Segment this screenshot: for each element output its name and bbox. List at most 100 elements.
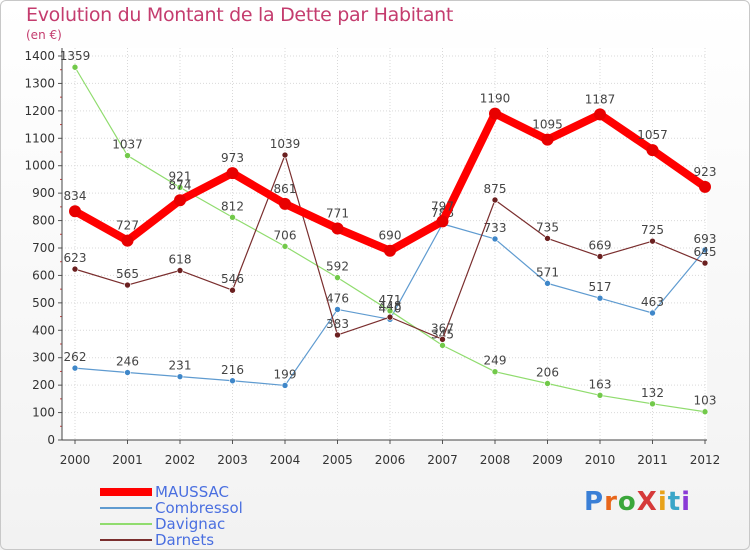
- y-tick-label: 300: [32, 351, 55, 365]
- data-label-davignac: 921: [169, 169, 192, 183]
- x-tick-label: 2006: [375, 453, 406, 467]
- data-label-maussac: 727: [116, 219, 139, 233]
- data-label-darnets: 565: [116, 267, 139, 281]
- data-label-combressol: 231: [169, 359, 192, 373]
- data-label-darnets: 383: [326, 317, 349, 331]
- data-label-darnets: 448: [379, 299, 402, 313]
- data-point-darnets: [649, 237, 656, 245]
- data-label-combressol: 262: [64, 350, 87, 364]
- data-point-combressol: [334, 306, 341, 313]
- x-tick-label: 2002: [165, 453, 196, 467]
- data-label-davignac: 206: [536, 365, 559, 379]
- data-point-davignac: [596, 391, 604, 399]
- logo-letter: P: [584, 487, 605, 517]
- data-point-davignac: [649, 400, 656, 408]
- x-tick-label: 2010: [585, 453, 616, 467]
- data-label-maussac: 797: [431, 199, 454, 213]
- legend-swatch: [100, 507, 152, 509]
- data-point-combressol: [491, 235, 499, 243]
- data-label-darnets: 645: [694, 245, 717, 259]
- logo-letter: r: [604, 487, 618, 517]
- data-label-maussac: 1095: [532, 118, 563, 132]
- data-label-darnets: 725: [641, 223, 664, 237]
- legend-swatch: [100, 523, 152, 525]
- data-label-davignac: 1359: [60, 49, 91, 63]
- x-tick-label: 2008: [480, 453, 511, 467]
- data-point-davignac: [491, 368, 499, 376]
- data-label-darnets: 669: [589, 239, 612, 253]
- y-tick-label: 700: [32, 241, 55, 255]
- data-point-davignac: [229, 213, 236, 221]
- logo-letter: t: [667, 487, 682, 517]
- data-point-maussac: [121, 234, 134, 247]
- data-label-maussac: 834: [64, 189, 87, 203]
- data-point-maussac: [331, 222, 344, 235]
- data-point-maussac: [436, 215, 449, 228]
- data-label-maussac: 874: [169, 178, 192, 192]
- data-label-maussac: 1057: [637, 128, 668, 142]
- y-tick-label: 900: [32, 186, 55, 200]
- data-point-combressol: [596, 294, 604, 302]
- data-point-davignac: [701, 408, 709, 416]
- data-label-darnets: 623: [64, 251, 87, 265]
- data-label-combressol: 571: [536, 265, 559, 279]
- y-tick-label: 1200: [24, 104, 55, 118]
- x-tick-label: 2012: [690, 453, 721, 467]
- chart-title: Evolution du Montant de la Dette par Hab…: [26, 4, 454, 26]
- legend-label: Davignac: [155, 515, 226, 533]
- x-tick-label: 2009: [532, 453, 563, 467]
- y-tick-label: 0: [47, 433, 55, 447]
- x-tick-label: 2007: [427, 453, 458, 467]
- data-point-combressol: [701, 246, 709, 254]
- data-point-davignac: [124, 152, 131, 159]
- data-point-darnets: [386, 313, 394, 321]
- data-label-maussac: 973: [221, 151, 244, 165]
- data-point-davignac: [176, 184, 184, 191]
- logo-letter: o: [617, 487, 637, 517]
- data-point-darnets: [176, 267, 184, 274]
- data-label-davignac: 592: [326, 260, 349, 274]
- data-point-darnets: [229, 286, 236, 294]
- data-label-davignac: 706: [274, 228, 297, 242]
- data-point-combressol: [229, 377, 236, 385]
- data-point-maussac: [594, 108, 606, 121]
- data-point-darnets: [439, 336, 446, 343]
- data-label-combressol: 246: [116, 355, 139, 369]
- x-tick-label: 2011: [637, 453, 668, 467]
- data-point-maussac: [226, 167, 239, 180]
- data-point-darnets: [334, 331, 341, 339]
- data-point-combressol: [124, 369, 131, 376]
- data-point-maussac: [384, 244, 396, 257]
- data-point-combressol: [544, 280, 551, 287]
- data-point-darnets: [124, 281, 131, 289]
- data-point-combressol: [176, 373, 184, 380]
- data-label-davignac: 249: [484, 354, 507, 368]
- data-label-combressol: 463: [641, 295, 664, 309]
- data-point-maussac: [279, 197, 291, 210]
- data-point-davignac: [439, 342, 446, 349]
- data-point-darnets: [281, 151, 289, 159]
- x-tick-label: 2004: [270, 453, 301, 467]
- y-tick-label: 1400: [24, 49, 55, 63]
- data-label-darnets: 367: [431, 321, 454, 335]
- data-point-darnets: [701, 259, 709, 267]
- data-point-combressol: [281, 382, 289, 389]
- y-tick-label: 800: [32, 214, 55, 228]
- logo-letter: i: [681, 487, 692, 517]
- legend-label: Darnets: [155, 531, 215, 549]
- data-point-darnets: [596, 253, 604, 260]
- legend-swatch: [100, 539, 152, 541]
- data-label-maussac: 861: [274, 182, 297, 196]
- legend-label: Combressol: [155, 499, 243, 517]
- logo-letter: i: [657, 487, 668, 517]
- y-tick-label: 200: [32, 378, 55, 392]
- data-point-darnets: [491, 196, 499, 204]
- data-point-davignac: [281, 243, 289, 250]
- data-point-darnets: [544, 235, 551, 242]
- data-point-maussac: [699, 180, 711, 193]
- data-label-combressol: 733: [484, 221, 507, 235]
- proxiti-logo: ProXiti: [584, 487, 691, 517]
- y-tick-label: 400: [32, 323, 55, 337]
- data-label-darnets: 735: [536, 220, 559, 234]
